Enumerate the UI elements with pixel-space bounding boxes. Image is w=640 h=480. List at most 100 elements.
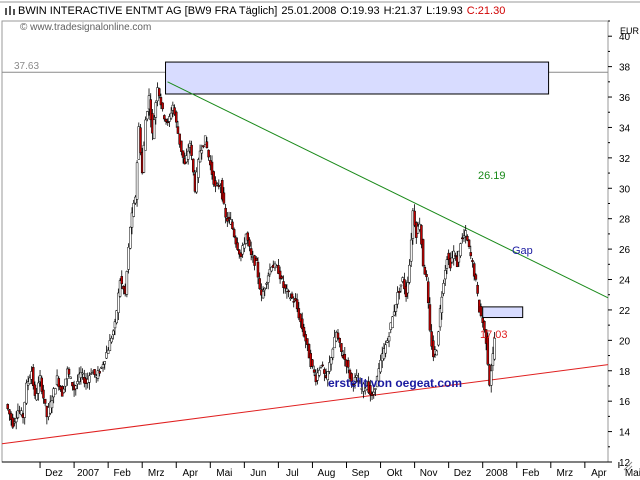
candle-down <box>420 225 423 245</box>
candle-up <box>168 116 171 122</box>
candle-up <box>266 275 270 283</box>
candle-up <box>28 377 32 384</box>
y-tick-label: 18 <box>619 367 631 378</box>
candle-down <box>302 326 306 337</box>
y-tick-label: 24 <box>619 276 631 287</box>
y-tick-label: 26 <box>619 245 631 256</box>
candle-down <box>33 384 37 396</box>
candle-up <box>377 368 381 382</box>
candle-up <box>442 283 445 294</box>
candle-up <box>62 388 66 393</box>
candle-up <box>142 144 146 173</box>
candle-down <box>283 284 287 289</box>
candle-up <box>392 311 396 316</box>
candle-up <box>197 159 200 178</box>
header-high: H:21.37 <box>384 5 423 17</box>
candle-up <box>127 247 130 270</box>
header-open: O:19.93 <box>340 5 379 17</box>
candle-up <box>64 378 67 387</box>
candle-up <box>103 361 106 365</box>
candle-down <box>166 121 169 124</box>
candle-down <box>357 380 360 383</box>
candle-up <box>457 250 461 263</box>
candle-down <box>239 252 243 257</box>
x-tick-label: Mrz <box>556 468 573 479</box>
candle-down <box>486 336 490 365</box>
candle-up <box>440 296 444 313</box>
candle-up <box>333 337 336 349</box>
chart-type-icon <box>5 6 15 15</box>
candle-down <box>227 216 231 220</box>
candle-up <box>200 150 204 154</box>
y-tick-label: 38 <box>619 63 631 74</box>
candle-up <box>268 269 272 275</box>
candle-down <box>231 221 234 230</box>
candle-down <box>9 413 13 420</box>
x-tick-label: Apr <box>182 468 198 479</box>
candle-down <box>481 317 484 323</box>
x-tick-label: Mai <box>625 468 640 479</box>
header-close: C:21.30 <box>467 5 506 17</box>
candle-down <box>234 237 238 245</box>
candle-down <box>449 258 452 269</box>
candle-up <box>243 243 246 249</box>
source-credit: © www.tradesignalonline.com <box>20 22 151 33</box>
candle-up <box>110 337 113 343</box>
candle-up <box>261 291 265 299</box>
candle-up <box>374 388 377 390</box>
candle-down <box>425 274 428 278</box>
x-tick-label: Sep <box>352 468 370 479</box>
candle-up <box>438 308 442 328</box>
candle-down <box>6 404 9 409</box>
candle-up <box>459 243 462 257</box>
candle-down <box>479 306 483 317</box>
candle-down <box>161 102 164 110</box>
candle-up <box>375 376 379 388</box>
candle-down <box>207 149 210 158</box>
candles <box>6 82 496 430</box>
candle-down <box>350 373 353 383</box>
candle-down <box>340 343 343 352</box>
header-security: BWIN INTERACTIVE ENTMT AG [BW9 FRA Tägli… <box>18 5 277 17</box>
candle-up <box>129 226 132 249</box>
y-tick-label: 12 <box>619 458 631 469</box>
candle-down <box>483 321 486 331</box>
candle-up <box>125 271 129 295</box>
candle-up <box>96 370 100 379</box>
currency-label: EUR <box>620 26 640 36</box>
candle-up <box>154 102 158 118</box>
candle-down <box>476 284 479 294</box>
candle-up <box>132 203 135 217</box>
candle-down <box>67 368 71 375</box>
candle-down <box>176 126 180 134</box>
gap-label: Gap <box>512 245 533 257</box>
chart-header: BWIN INTERACTIVE ENTMT AG [BW9 FRA Tägli… <box>18 5 505 17</box>
candle-up <box>353 377 357 382</box>
candle-up <box>115 310 118 324</box>
candle-down <box>426 281 430 304</box>
candle-down <box>338 337 341 343</box>
y-tick-label: 34 <box>619 123 631 134</box>
candle-down <box>311 359 314 367</box>
candle-up <box>326 371 330 381</box>
candle-up <box>241 245 244 255</box>
candle-up <box>328 362 331 372</box>
candle-up <box>20 410 23 416</box>
candle-up <box>198 150 202 163</box>
candle-down <box>236 242 239 250</box>
candle-up <box>76 381 79 385</box>
candle-down <box>306 338 309 345</box>
candle-down <box>321 364 324 367</box>
candle-up <box>118 280 122 297</box>
candle-down <box>205 141 209 148</box>
candle-down <box>175 111 178 123</box>
candle-down <box>295 299 299 310</box>
candle-down <box>413 210 416 226</box>
candle-down <box>120 276 124 284</box>
candle-down <box>421 239 425 267</box>
candle-up <box>399 284 403 287</box>
candle-down <box>163 115 166 120</box>
candle-up <box>144 119 147 151</box>
candle-down <box>98 371 101 374</box>
